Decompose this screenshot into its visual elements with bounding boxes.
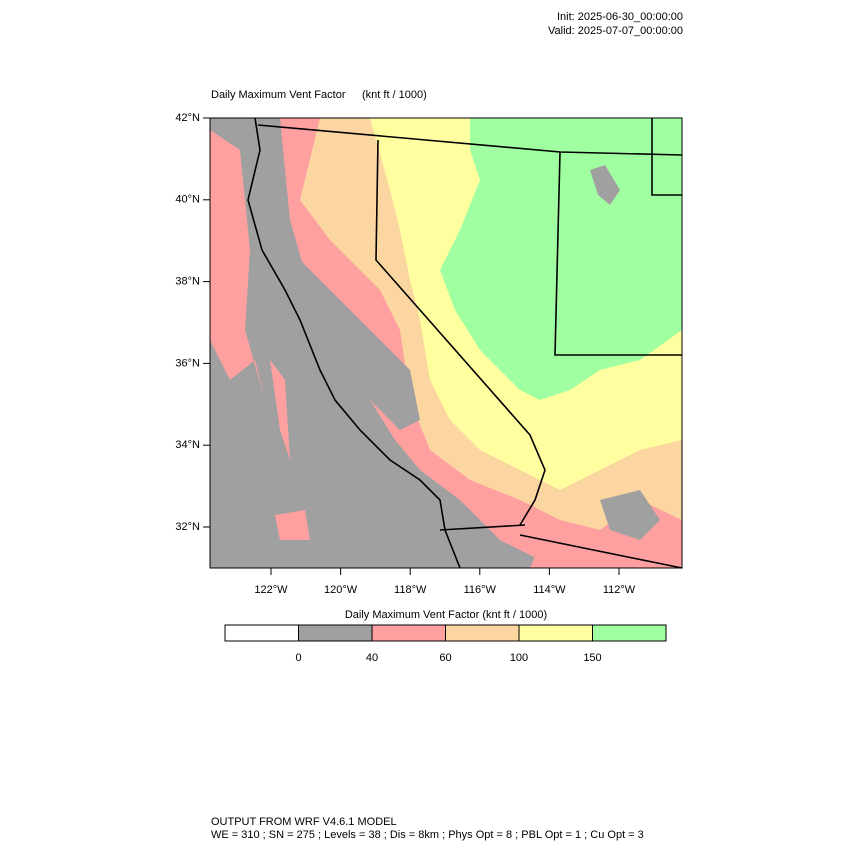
colorbar-box: [592, 624, 667, 642]
lon-label: 114°W: [533, 584, 566, 596]
colorbar-label: 0: [295, 652, 301, 664]
lat-label: 42°N: [175, 112, 200, 124]
init-time: Init: 2025-06-30_00:00:00: [557, 11, 683, 23]
lat-label: 36°N: [175, 357, 200, 369]
colorbar-label: 100: [510, 652, 528, 664]
map: [210, 117, 683, 569]
colorbar-title: Daily Maximum Vent Factor (knt ft / 1000…: [345, 609, 547, 621]
lat-label: 38°N: [175, 276, 200, 288]
footer-line: WE = 310 ; SN = 275 ; Levels = 38 ; Dis …: [211, 829, 644, 841]
map-frame: [209, 117, 683, 569]
lat-label: 40°N: [175, 194, 200, 206]
lon-label: 122°W: [254, 584, 288, 596]
colorbar-box: [298, 624, 373, 642]
colorbar-label: 60: [439, 652, 451, 664]
lon-label: 116°W: [464, 584, 497, 596]
colorbar-box: [518, 624, 593, 642]
lat-label: 34°N: [175, 439, 200, 451]
map-title: Daily Maximum Vent Factor: [211, 89, 346, 101]
lon-label: 112°W: [603, 584, 636, 596]
map-units: (knt ft / 1000): [362, 89, 427, 101]
colorbar-box: [371, 624, 446, 642]
footer-line: OUTPUT FROM WRF V4.6.1 MODEL: [211, 816, 397, 828]
lon-label: 120°W: [324, 584, 358, 596]
lat-label: 32°N: [175, 521, 200, 533]
colorbar-label: 150: [583, 652, 601, 664]
lon-label: 118°W: [394, 584, 427, 596]
colorbar-label: 40: [366, 652, 378, 664]
valid-time: Valid: 2025-07-07_00:00:00: [548, 25, 683, 37]
colorbar-box: [445, 624, 520, 642]
colorbar-box: [224, 624, 299, 642]
